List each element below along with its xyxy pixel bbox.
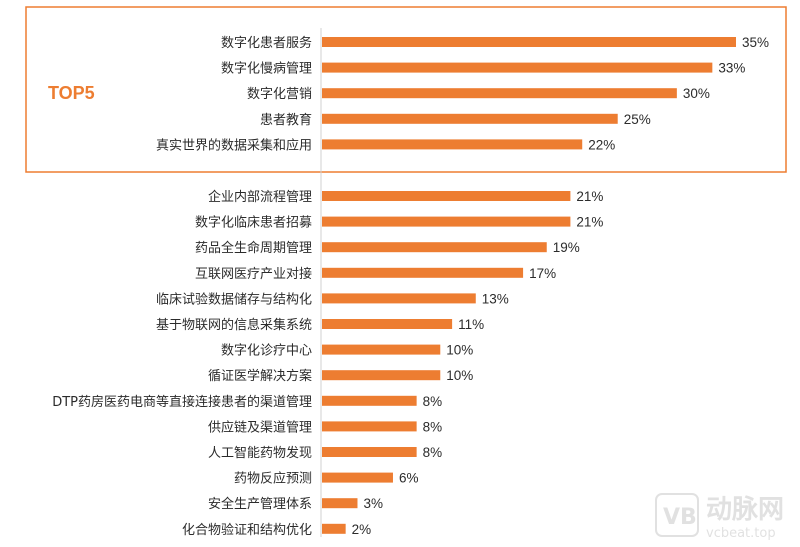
value-label: 8% xyxy=(423,419,443,434)
value-label: 22% xyxy=(588,137,615,152)
bar xyxy=(322,370,441,381)
value-label: 21% xyxy=(576,215,603,230)
value-labels: 35%33%30%25%22%21%21%19%17%13%11%10%10%8… xyxy=(352,35,769,537)
category-label: 药物反应预测 xyxy=(234,471,312,487)
bar xyxy=(322,191,571,201)
category-label: 数字化诊疗中心 xyxy=(221,344,312,359)
value-label: 8% xyxy=(423,394,443,409)
bar xyxy=(322,472,393,483)
value-label: 11% xyxy=(458,317,484,332)
bar xyxy=(322,242,547,253)
bar xyxy=(322,344,441,355)
value-label: 6% xyxy=(399,471,419,486)
category-label: 循证医学解决方案 xyxy=(208,368,312,384)
value-label: 21% xyxy=(576,189,603,204)
bar xyxy=(322,88,677,99)
top5-highlight-box xyxy=(25,6,787,173)
category-label: DTP药房医药电商等直接连接患者的渠道管理 xyxy=(52,394,312,410)
value-label: 30% xyxy=(683,86,710,101)
bar xyxy=(322,319,453,329)
value-label: 8% xyxy=(423,445,443,460)
category-label: 企业内部流程管理 xyxy=(208,189,312,205)
category-label: 人工智能药物发现 xyxy=(208,445,312,461)
value-label: 10% xyxy=(446,343,473,358)
bar xyxy=(322,498,358,509)
bar xyxy=(322,37,736,47)
category-label: 患者教育 xyxy=(260,112,312,128)
category-label: 数字化营销 xyxy=(247,87,312,102)
watermark: VB 动脉网 vcbeat.top xyxy=(655,493,784,541)
category-label: 数字化临床患者招募 xyxy=(195,216,312,231)
category-labels: 数字化患者服务数字化慢病管理数字化营销患者教育真实世界的数据采集和应用企业内部流… xyxy=(52,35,312,538)
category-label: 基于物联网的信息采集系统 xyxy=(156,317,312,333)
bar xyxy=(322,113,618,124)
bars-group xyxy=(322,37,736,534)
bar xyxy=(322,267,524,278)
bar xyxy=(322,395,417,406)
bar xyxy=(322,62,713,73)
category-label: 数字化患者服务 xyxy=(221,35,312,51)
bar xyxy=(322,447,417,457)
category-label: 安全生产管理体系 xyxy=(208,496,312,512)
value-label: 10% xyxy=(446,368,473,383)
value-label: 13% xyxy=(482,291,509,306)
value-label: 35% xyxy=(742,35,769,50)
bar xyxy=(322,216,571,227)
watermark-logo-text: 动脉网 xyxy=(706,495,784,525)
watermark-logo-glyph: VB xyxy=(663,505,697,530)
category-label: 互联网医疗产业对接 xyxy=(195,266,312,282)
value-label: 19% xyxy=(553,240,580,255)
value-label: 25% xyxy=(624,112,651,127)
value-label: 33% xyxy=(718,61,745,76)
category-label: 化合物验证和结构优化 xyxy=(182,522,312,538)
value-label: 3% xyxy=(363,496,383,511)
value-label: 17% xyxy=(529,266,556,281)
bar xyxy=(322,293,476,304)
bar xyxy=(322,523,346,534)
category-label: 供应链及渠道管理 xyxy=(208,419,312,435)
watermark-logo-icon xyxy=(655,493,699,537)
watermark-url: vcbeat.top xyxy=(706,526,776,541)
value-label: 2% xyxy=(352,522,372,537)
bar xyxy=(322,139,583,150)
top5-label: TOP5 xyxy=(48,83,95,103)
category-label: 真实世界的数据采集和应用 xyxy=(156,137,312,153)
bar xyxy=(322,421,417,432)
category-label: 数字化慢病管理 xyxy=(221,61,312,77)
category-label: 药品全生命周期管理 xyxy=(195,240,312,256)
category-label: 临床试验数据储存与结构化 xyxy=(156,291,312,307)
